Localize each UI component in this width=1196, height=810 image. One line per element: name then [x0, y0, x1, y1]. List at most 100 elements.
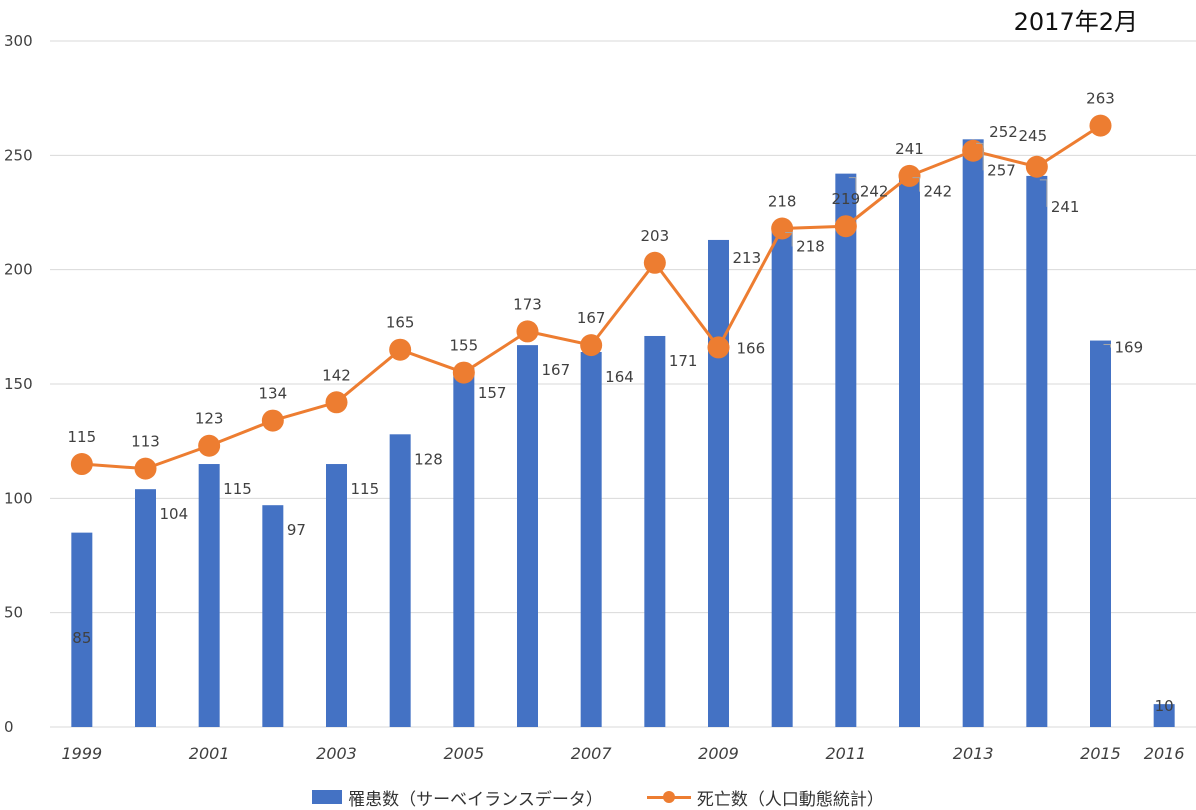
- bar-value-label: 241: [1051, 198, 1080, 216]
- bar-value-label: 115: [223, 480, 252, 498]
- death-point-2004: [389, 338, 412, 361]
- bar-value-label: 171: [669, 352, 698, 370]
- x-tick-label: 1999: [61, 744, 102, 763]
- bar-2013: [962, 139, 984, 727]
- bar-value-label: 85: [72, 629, 91, 647]
- y-tick-label: 50: [4, 604, 23, 622]
- death-point-2008: [643, 251, 666, 274]
- death-point-2000: [134, 457, 157, 480]
- bar-value-label: 157: [478, 384, 507, 402]
- bar-value-label: 164: [605, 368, 634, 386]
- bar-label-leader: [785, 232, 793, 247]
- x-tick-label: 2016: [1144, 744, 1185, 763]
- bar-2005: [453, 367, 475, 727]
- death-line: [70, 114, 1112, 480]
- bar-1999: [71, 532, 93, 727]
- legend-item-deaths: 死亡数（人口動態統計）: [646, 786, 884, 810]
- line-value-label: 113: [131, 433, 160, 451]
- death-point-2005: [452, 361, 475, 384]
- bar-2001: [198, 464, 220, 727]
- y-tick-label: 250: [4, 146, 33, 164]
- bar-value-label: 213: [733, 249, 762, 267]
- legend-item-incidence: 罹患数（サーベイランスデータ）: [312, 786, 603, 810]
- line-value-label: 123: [195, 410, 224, 428]
- line-value-label: 263: [1086, 90, 1115, 108]
- x-tick-label: 2009: [698, 744, 739, 763]
- bar-value-label: 97: [287, 521, 306, 539]
- death-point-2001: [198, 434, 221, 457]
- bar-label-leader: [912, 177, 920, 192]
- bar-2004: [389, 434, 411, 727]
- line-value-label: 218: [768, 193, 797, 211]
- death-point-2010: [771, 217, 794, 240]
- line-value-label: 165: [386, 314, 415, 332]
- bar-value-label: 257: [987, 161, 1016, 179]
- bar-2015: [1090, 340, 1111, 727]
- line-value-label: 155: [450, 337, 479, 355]
- legend-incidence-label: 罹患数（サーベイランスデータ）: [348, 789, 603, 810]
- death-point-1999: [70, 453, 93, 476]
- chart-canvas: 85 104 115 97 115 128 157 167 164 171 213 218 242 242…: [4, 32, 1196, 763]
- bar-2016: [1153, 704, 1175, 727]
- bar-label-leader: [1039, 179, 1048, 207]
- death-point-2002: [261, 409, 284, 432]
- death-point-2007: [580, 334, 603, 357]
- bar-2010: [771, 228, 793, 728]
- bar-value-label: 242: [860, 183, 889, 201]
- legend-bar-swatch: [312, 790, 343, 804]
- death-point-2011: [834, 215, 857, 238]
- line-value-label: 115: [68, 428, 97, 446]
- death-point-2009: [707, 336, 730, 359]
- bar-2007: [580, 351, 602, 727]
- bar-value-label: 242: [924, 183, 953, 201]
- y-axis-labels: 0 50 100 150 200 250 300: [4, 32, 33, 736]
- leader-lines: [785, 142, 1111, 348]
- bar-2014: [1026, 175, 1048, 727]
- bar-label-leader: [848, 177, 857, 192]
- bar-label-leader: [1103, 344, 1111, 348]
- legend: 罹患数（サーベイランスデータ） 死亡数（人口動態統計）: [0, 786, 1196, 810]
- death-point-2003: [325, 391, 348, 414]
- bar-2009: [708, 239, 729, 727]
- bar-2012: [899, 173, 920, 728]
- bar-2011: [835, 173, 857, 728]
- bar-value-label: 104: [160, 505, 189, 523]
- x-tick-label: 2013: [953, 744, 994, 763]
- death-point-2013: [962, 139, 985, 162]
- y-tick-label: 150: [4, 375, 33, 393]
- bar-value-label: 218: [796, 238, 825, 256]
- y-tick-label: 300: [4, 32, 33, 50]
- bar-2008: [644, 335, 666, 727]
- line-value-label: 245: [1019, 127, 1048, 145]
- bar-2006: [517, 345, 538, 727]
- line-value-label: 167: [577, 309, 606, 327]
- y-tick-label: 200: [4, 261, 33, 279]
- x-axis-labels: 1999 2001 2003 2005 2007 2009 2011 2013 2015 2016: [61, 744, 1184, 763]
- y-tick-label: 100: [4, 489, 33, 507]
- line-value-label: 219: [832, 190, 861, 208]
- line-value-label: 166: [737, 339, 766, 357]
- line-value-label: 134: [259, 385, 288, 403]
- line-value-label: 241: [895, 140, 924, 158]
- bar-value-label: 167: [542, 361, 571, 379]
- x-tick-label: 2007: [571, 744, 613, 763]
- x-tick-label: 2015: [1080, 744, 1121, 763]
- x-tick-label: 2005: [443, 744, 484, 763]
- bar-2003: [326, 464, 347, 727]
- legend-deaths-label: 死亡数（人口動態統計）: [696, 789, 884, 810]
- bar-2002: [262, 505, 284, 727]
- bar-value-label: 128: [414, 450, 443, 468]
- x-tick-label: 2003: [316, 744, 357, 763]
- line-value-label: 203: [641, 227, 670, 245]
- date-label: 2017年2月: [1013, 8, 1138, 36]
- x-tick-label: 2011: [825, 744, 866, 763]
- bar-value-label: 169: [1115, 339, 1144, 357]
- line-value-label: 252: [989, 123, 1018, 141]
- line-value-label: 142: [322, 366, 351, 384]
- bar-value-label: 115: [351, 480, 380, 498]
- gridlines: [50, 40, 1196, 728]
- death-point-2014: [1025, 155, 1048, 178]
- y-tick-label: 0: [4, 718, 14, 736]
- bar-value-label: 10: [1155, 697, 1174, 715]
- death-point-2012: [898, 164, 921, 187]
